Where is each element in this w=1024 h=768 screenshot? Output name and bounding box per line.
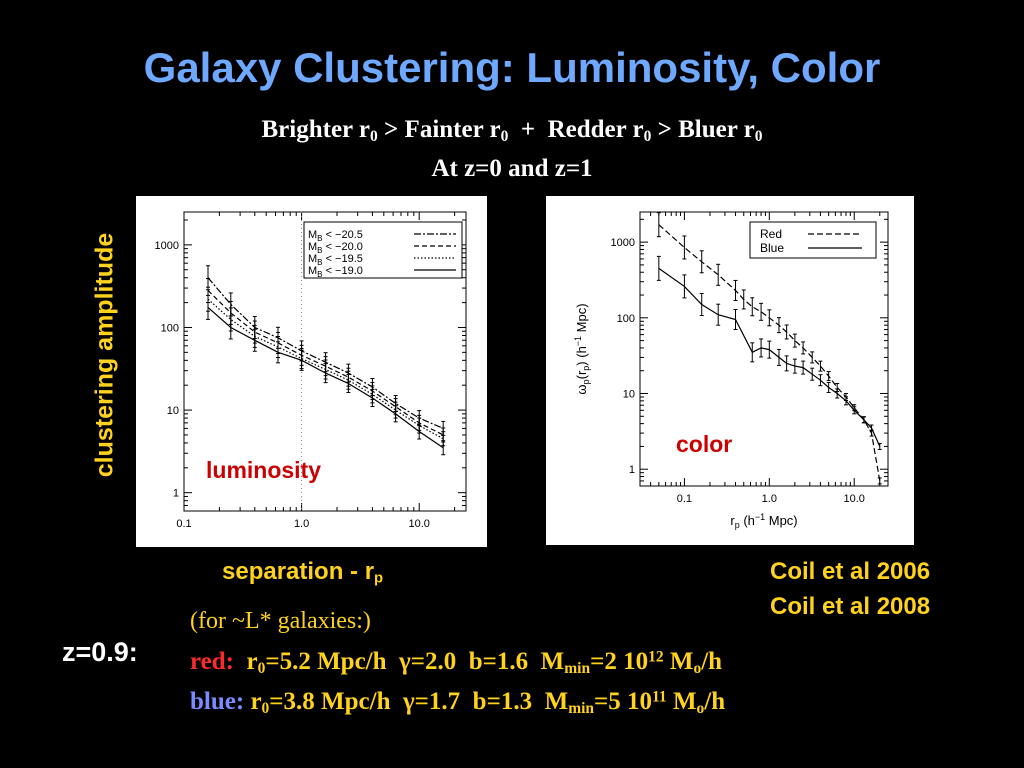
x-axis-caption: separation - rp [222,558,384,587]
panel-label-luminosity: luminosity [206,457,321,483]
legend-label-0: MB < −20.5 [308,229,363,243]
y-tick-label: 10 [623,389,635,401]
reference-2: Coil et al 2008 [770,593,931,620]
blue-parameters: blue: r0=3.8 Mpc/h γ=1.7 b=1.3 Mmin=5 10… [190,688,726,717]
y-tick-label: 1 [629,464,635,476]
y-axis-label: ωp(rp) (h−1 Mpc) [573,303,591,394]
y-tick-label: 1000 [155,240,179,252]
red-label: red: [190,648,234,675]
series-line-1 [207,290,444,436]
y-axis-caption: clustering amplitude [90,232,119,478]
x-axis-label: rp (h−1 Mpc) [730,512,797,530]
legend-label-1: MB < −20.0 [308,241,363,255]
plot-frame [639,211,889,487]
red-parameters: red: r0=5.2 Mpc/h γ=2.0 b=1.6 Mmin=2 101… [190,648,723,677]
y-tick-label: 100 [161,322,179,334]
plot-frame [183,211,467,512]
y-tick-label: 10 [167,405,179,417]
note-text: (for ~L* galaxies:) [190,608,371,634]
x-tick-label: 10.0 [844,493,865,505]
series-line-2 [207,298,444,440]
legend-label-1: Blue [760,241,784,255]
series-line-0 [658,224,881,482]
x-tick-label: 10.0 [408,518,429,530]
x-tick-label: 1.0 [294,518,309,530]
blue-label: blue: [190,688,245,715]
subtitle-line-2: At z=0 and z=1 [431,155,593,182]
legend-box [303,221,463,279]
x-tick-label: 0.1 [176,518,191,530]
y-tick-label: 1 [173,488,179,500]
legend-label-0: Red [760,227,782,241]
subtitle-line-1: Brighter r0 > Fainter r0 + Redder r0 > B… [261,116,763,145]
luminosity-chart: 0.1 1.0 10.0 1 10 100 1000 luminosity MB < −20.… [155,211,467,530]
page-title: Galaxy Clustering: Luminosity, Color [143,44,881,91]
legend-label-2: MB < −19.5 [308,253,363,267]
color-panel: 0.1 1.0 10.0 1 10 100 1000 rp (h−1 Mpc) ωp(rp) (… [546,196,914,545]
reference-1: Coil et al 2006 [770,558,931,585]
panel-label-color: color [676,431,732,457]
legend-box [749,221,877,259]
color-chart: 0.1 1.0 10.0 1 10 100 1000 rp (h−1 Mpc) ωp(rp) (… [573,211,889,530]
y-tick-label: 100 [617,313,635,325]
x-tick-label: 1.0 [762,493,777,505]
x-tick-label: 0.1 [677,493,692,505]
redshift-label: z=0.9: [62,637,138,667]
legend-label-3: MB < −19.0 [308,265,363,279]
y-tick-label: 1000 [611,237,635,249]
luminosity-panel: 0.1 1.0 10.0 1 10 100 1000 luminosity MB < −20.… [136,196,487,547]
